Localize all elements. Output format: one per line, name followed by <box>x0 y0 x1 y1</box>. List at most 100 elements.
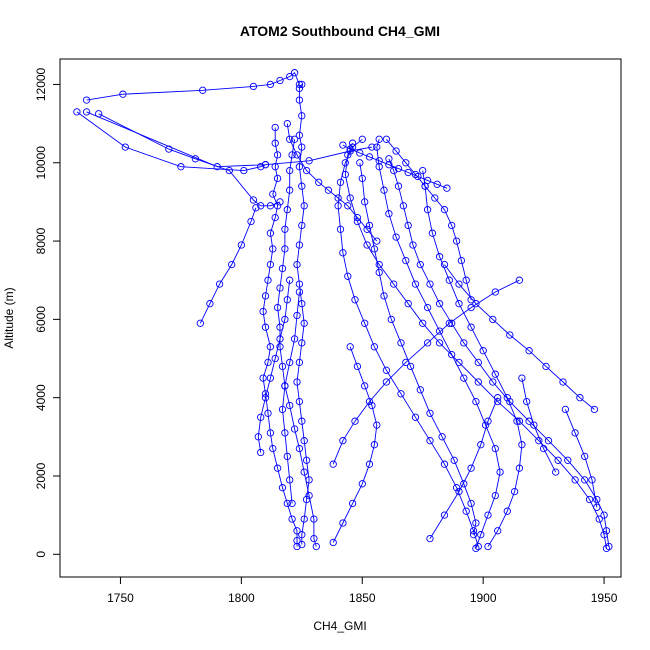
data-point <box>409 241 417 249</box>
data-point <box>477 531 485 539</box>
data-point <box>276 284 284 292</box>
data-point <box>295 131 304 139</box>
data-point <box>298 143 306 151</box>
data-point <box>375 157 383 165</box>
profile-line <box>342 144 448 189</box>
data-point <box>295 358 304 367</box>
data-point <box>264 409 272 417</box>
data-point <box>373 143 381 151</box>
data-point <box>435 253 444 261</box>
data-point <box>269 190 277 198</box>
data-point <box>440 511 449 519</box>
data-point <box>261 161 270 169</box>
data-point <box>353 213 362 222</box>
data-point <box>375 268 383 277</box>
data-point <box>394 182 403 190</box>
data-point <box>334 194 342 202</box>
data-point <box>571 429 579 437</box>
data-point <box>382 135 391 143</box>
data-point <box>281 245 289 253</box>
data-point <box>73 108 81 116</box>
data-point <box>240 166 248 175</box>
data-point <box>295 84 304 93</box>
data-point <box>278 362 287 371</box>
data-point <box>276 335 284 343</box>
data-point <box>382 378 391 386</box>
data-point <box>358 135 366 143</box>
data-point <box>324 186 333 194</box>
data-point <box>281 225 289 233</box>
data-point <box>293 527 301 535</box>
data-point <box>455 280 463 288</box>
data-point <box>385 161 393 169</box>
data-point <box>375 260 383 269</box>
data-point <box>392 147 400 155</box>
data-point <box>469 531 478 539</box>
data-point <box>344 202 352 210</box>
data-point <box>423 339 432 347</box>
data-point <box>266 343 275 351</box>
data-point <box>273 303 282 312</box>
data-point <box>288 515 296 523</box>
data-point <box>445 319 453 327</box>
data-point <box>414 172 422 181</box>
data-point <box>295 80 304 89</box>
data-point <box>472 519 480 527</box>
x-tick-label: 1800 <box>228 591 255 605</box>
data-point <box>271 123 279 132</box>
y-tick-label: 10000 <box>34 146 48 180</box>
data-point <box>571 476 579 484</box>
data-point <box>593 503 601 511</box>
data-point <box>411 170 420 179</box>
data-point <box>515 464 524 472</box>
data-point <box>302 456 311 464</box>
data-point <box>593 495 601 504</box>
data-point <box>302 495 311 504</box>
data-point <box>329 538 337 547</box>
data-point <box>353 362 362 371</box>
data-point <box>273 202 282 210</box>
data-point <box>300 468 308 476</box>
data-point <box>448 221 456 230</box>
data-point <box>455 487 463 496</box>
profile-line <box>257 280 291 453</box>
data-point <box>278 405 287 414</box>
data-point <box>276 198 284 206</box>
data-point <box>293 311 301 320</box>
data-point <box>300 515 308 523</box>
data-point <box>506 397 514 406</box>
data-point <box>385 210 393 218</box>
data-point <box>288 151 296 159</box>
data-point <box>554 456 562 464</box>
data-point <box>397 339 405 347</box>
data-point <box>491 288 499 296</box>
data-point <box>426 534 434 543</box>
data-point <box>443 184 451 192</box>
profile-line <box>337 138 479 547</box>
data-point <box>361 382 369 390</box>
data-point <box>298 300 306 308</box>
data-point <box>380 292 388 300</box>
y-tick-label: 6000 <box>34 306 48 333</box>
profile-line <box>332 346 378 543</box>
data-point <box>300 319 308 327</box>
y-tick-label: 12000 <box>34 67 48 101</box>
data-point <box>273 464 282 472</box>
data-point <box>402 358 410 367</box>
data-point <box>283 119 291 128</box>
y-tick-label: 2000 <box>34 462 48 489</box>
data-point <box>404 300 412 308</box>
data-point <box>191 155 200 163</box>
profile-line <box>521 378 557 473</box>
data-point <box>95 110 103 118</box>
data-point <box>196 319 204 327</box>
data-point <box>539 444 548 453</box>
data-point <box>288 499 296 508</box>
data-point <box>264 276 272 284</box>
data-point <box>564 456 572 464</box>
data-point <box>460 480 468 488</box>
data-point <box>365 153 374 161</box>
data-point <box>419 166 427 175</box>
data-point <box>271 139 279 147</box>
data-point <box>455 300 463 308</box>
